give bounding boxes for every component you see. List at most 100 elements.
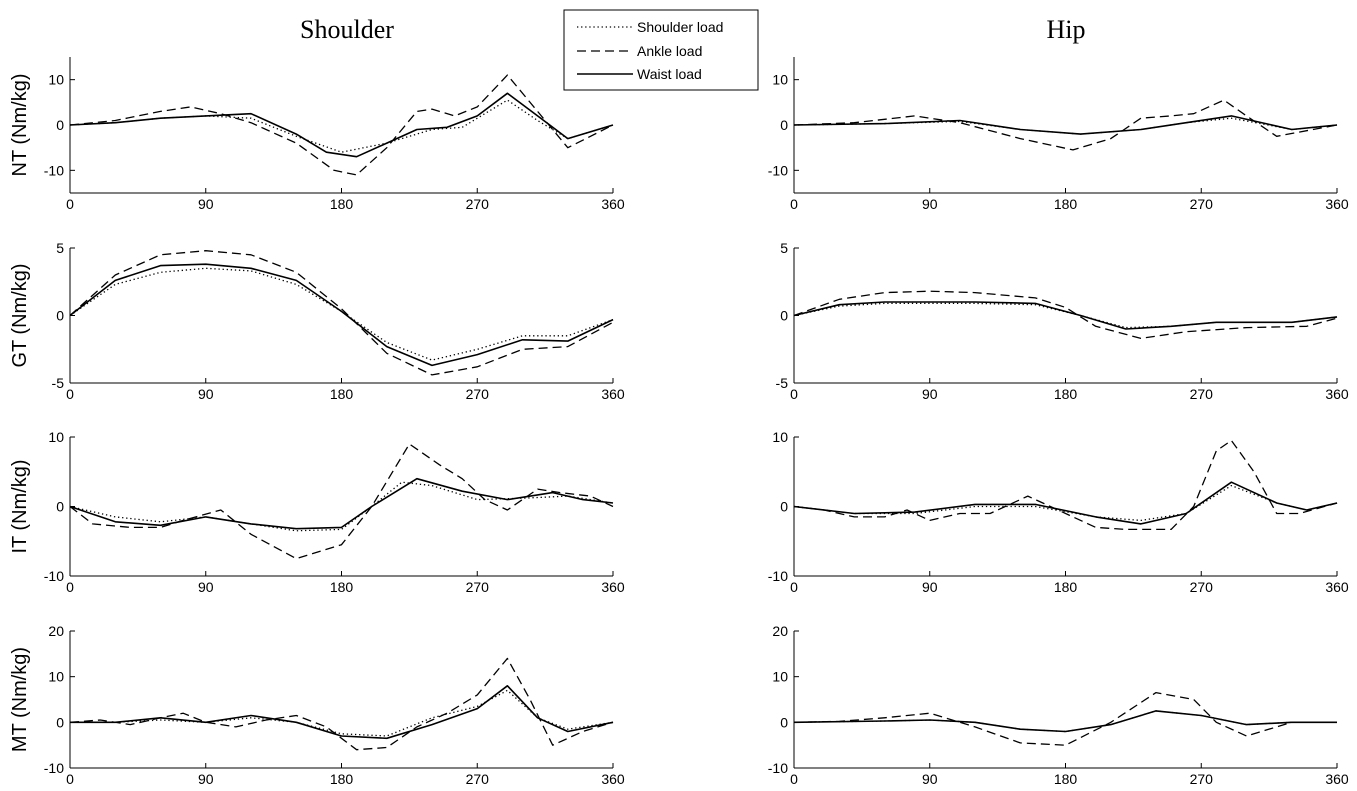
x-tick-label: 180 bbox=[1054, 386, 1078, 402]
y-tick-label: -10 bbox=[768, 568, 788, 584]
y-tick-label: 0 bbox=[780, 499, 788, 515]
y-tick-label: -10 bbox=[768, 760, 788, 776]
x-tick-label: 180 bbox=[330, 771, 354, 787]
x-tick-label: 180 bbox=[330, 579, 354, 595]
series-line-shoulder-load bbox=[793, 302, 1338, 329]
series-line-waist-load bbox=[69, 92, 614, 158]
x-tick-label: 360 bbox=[1325, 196, 1349, 212]
x-tick-label: 180 bbox=[1054, 771, 1078, 787]
series-line-ankle-load bbox=[793, 691, 1337, 746]
x-tick-label: 180 bbox=[330, 386, 354, 402]
x-tick-label: 90 bbox=[198, 579, 214, 595]
x-tick-label: 360 bbox=[1325, 579, 1349, 595]
series-line-ankle-load bbox=[793, 99, 1338, 151]
series-line-shoulder-load bbox=[69, 267, 614, 361]
x-tick-label: 270 bbox=[1190, 386, 1214, 402]
series-line-ankle-load bbox=[69, 74, 614, 176]
y-tick-label: 10 bbox=[772, 669, 788, 685]
x-tick-label: 270 bbox=[466, 771, 490, 787]
y-tick-label: -5 bbox=[776, 375, 789, 391]
y-axis-label: GT (Nm/kg) bbox=[9, 263, 31, 367]
x-tick-label: 90 bbox=[922, 196, 938, 212]
x-tick-label: 0 bbox=[790, 579, 798, 595]
y-tick-label: 0 bbox=[56, 308, 64, 324]
y-tick-label: 5 bbox=[56, 240, 64, 256]
legend: Shoulder load Ankle load Waist load bbox=[563, 9, 759, 91]
y-tick-label: 5 bbox=[780, 240, 788, 256]
legend-box bbox=[563, 9, 759, 91]
y-axis-label: MT (Nm/kg) bbox=[9, 647, 31, 752]
legend-label-ankle-load: Ankle load bbox=[637, 43, 702, 59]
x-tick-label: 270 bbox=[1190, 771, 1214, 787]
series-line-waist-load bbox=[793, 710, 1337, 733]
x-tick-label: 360 bbox=[601, 196, 625, 212]
x-tick-label: 270 bbox=[466, 579, 490, 595]
y-tick-label: 10 bbox=[772, 429, 788, 445]
y-tick-label: 0 bbox=[780, 714, 788, 730]
x-tick-label: 90 bbox=[922, 579, 938, 595]
y-tick-label: -10 bbox=[44, 760, 64, 776]
legend-label-waist-load: Waist load bbox=[637, 66, 702, 82]
x-tick-label: 270 bbox=[466, 196, 490, 212]
series-line-waist-load bbox=[70, 685, 614, 740]
series-line-waist-load bbox=[69, 477, 614, 530]
x-tick-label: 360 bbox=[601, 771, 625, 787]
x-tick-label: 0 bbox=[66, 386, 74, 402]
series-line-shoulder-load bbox=[793, 484, 1338, 522]
x-tick-label: 90 bbox=[198, 771, 214, 787]
x-tick-label: 180 bbox=[330, 196, 354, 212]
x-tick-label: 0 bbox=[790, 386, 798, 402]
series-line-waist-load bbox=[69, 263, 614, 367]
panel-1-hip: 0 90 180 270 360 10 0 -10 bbox=[768, 57, 1349, 212]
y-tick-label: 10 bbox=[48, 429, 64, 445]
series-line-shoulder-load bbox=[69, 481, 614, 532]
x-tick-label: 90 bbox=[198, 196, 214, 212]
y-tick-label: 0 bbox=[780, 308, 788, 324]
y-tick-label: -10 bbox=[768, 162, 788, 178]
series-line-shoulder-load bbox=[69, 99, 614, 153]
x-tick-label: 0 bbox=[66, 771, 74, 787]
panel-1-shoulder: 0 90 180 270 360 10 0 -10 NT (Nm/kg) bbox=[9, 57, 625, 212]
x-tick-label: 360 bbox=[601, 386, 625, 402]
y-tick-label: 20 bbox=[772, 623, 788, 639]
y-tick-label: 10 bbox=[48, 669, 64, 685]
series-line-ankle-load bbox=[793, 439, 1338, 531]
x-tick-label: 360 bbox=[601, 579, 625, 595]
series-line-waist-load bbox=[793, 115, 1338, 135]
y-tick-label: 0 bbox=[56, 714, 64, 730]
x-tick-label: 0 bbox=[66, 579, 74, 595]
column-title-shoulder: Shoulder bbox=[300, 15, 394, 44]
x-tick-label: 0 bbox=[790, 196, 798, 212]
y-tick-label: -5 bbox=[52, 375, 65, 391]
series-line-waist-load bbox=[793, 301, 1338, 330]
series-line-waist-load bbox=[793, 481, 1338, 525]
x-tick-label: 360 bbox=[1325, 386, 1349, 402]
legend-label-shoulder-load: Shoulder load bbox=[637, 19, 723, 35]
x-tick-label: 180 bbox=[1054, 196, 1078, 212]
y-axis-label: IT (Nm/kg) bbox=[9, 459, 31, 553]
column-title-hip: Hip bbox=[1047, 15, 1086, 44]
x-tick-label: 0 bbox=[790, 771, 798, 787]
x-tick-label: 90 bbox=[922, 771, 938, 787]
x-tick-label: 270 bbox=[466, 386, 490, 402]
y-tick-label: -10 bbox=[44, 162, 64, 178]
x-tick-label: 90 bbox=[922, 386, 938, 402]
y-tick-label: 0 bbox=[56, 499, 64, 515]
x-tick-label: 180 bbox=[1054, 579, 1078, 595]
y-tick-label: 0 bbox=[56, 117, 64, 133]
series-line-ankle-load bbox=[793, 290, 1338, 340]
series-line-shoulder-load bbox=[70, 689, 614, 737]
y-tick-label: 10 bbox=[772, 72, 788, 88]
y-axis-label: NT (Nm/kg) bbox=[9, 74, 31, 177]
series-line-ankle-load bbox=[69, 443, 614, 560]
x-tick-label: 270 bbox=[1190, 196, 1214, 212]
x-tick-label: 90 bbox=[198, 386, 214, 402]
x-tick-label: 270 bbox=[1190, 579, 1214, 595]
